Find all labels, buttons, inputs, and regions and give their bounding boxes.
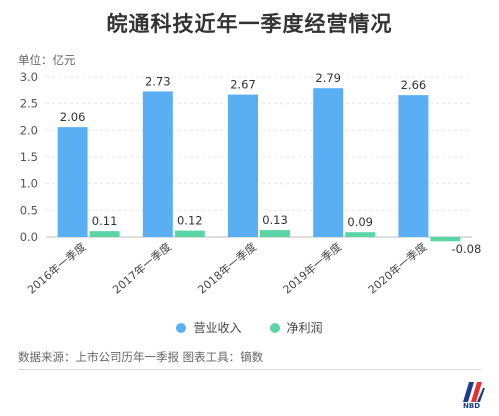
x-axis-labels: 2016年一季度 2017年一季度 2018年一季度 2019年一季度 2020年一季度 <box>24 240 429 297</box>
unit-label: 单位：亿元 <box>18 53 76 67</box>
data-label: 0.12 <box>177 214 203 228</box>
x-tick-label: 2018年一季度 <box>195 240 259 297</box>
data-label: 0.11 <box>92 214 118 228</box>
data-label: 0.09 <box>347 215 373 229</box>
chart-title: 皖通科技近年一季度经营情况 <box>106 12 393 36</box>
legend-label: 营业收入 <box>193 321 242 335</box>
bars <box>57 88 461 242</box>
nbd-logo: NBD <box>457 382 491 412</box>
legend-item-profit: 净利润 <box>269 319 323 336</box>
y-tick-label: 2.5 <box>20 97 38 111</box>
data-label: 0.13 <box>262 213 288 227</box>
bar-profit <box>345 232 376 237</box>
x-tick-label: 2017年一季度 <box>110 240 174 297</box>
y-tick-label: 0.5 <box>20 203 38 217</box>
y-tick-label: 1.0 <box>20 177 38 191</box>
data-label: 2.67 <box>230 78 256 92</box>
bar-revenue <box>57 127 88 237</box>
data-label: 2.79 <box>315 71 341 85</box>
y-tick-label: 2.0 <box>20 123 38 137</box>
legend: 营业收入 净利润 <box>0 319 499 336</box>
bar-revenue <box>142 91 173 238</box>
divider <box>18 369 481 370</box>
legend-dot-icon <box>269 322 280 333</box>
data-label: 2.06 <box>60 110 86 124</box>
source-note: 数据来源：上市公司历年一季报 图表工具：镝数 <box>18 350 264 364</box>
bar-revenue <box>228 94 258 237</box>
x-tick-label: 2020年一季度 <box>365 240 429 297</box>
data-labels: 2.06 0.11 2.73 0.12 2.67 0.13 2.79 0.09 2.66 -0.0… <box>60 71 481 256</box>
bar-profit <box>430 237 461 242</box>
data-label: 2.73 <box>145 74 171 88</box>
bar-revenue <box>398 95 429 237</box>
logo-text: NBD <box>463 402 481 410</box>
bar-profit <box>89 231 120 237</box>
legend-label: 净利润 <box>286 321 323 335</box>
data-label: -0.08 <box>452 242 482 256</box>
bar-profit <box>260 230 290 237</box>
data-label: 2.66 <box>401 78 427 92</box>
bar-chart: 0.00.51.01.52.02.53.0 2.060.112.730.122.… <box>20 70 482 297</box>
y-tick-label: 0.0 <box>20 230 38 244</box>
y-axis: 0.0 0.5 1.0 1.5 2.0 2.5 3.0 <box>20 70 38 244</box>
x-tick-label: 2016年一季度 <box>24 240 88 297</box>
bar-profit <box>174 230 205 237</box>
legend-item-revenue: 营业收入 <box>176 319 242 336</box>
y-tick-label: 3.0 <box>20 70 38 84</box>
bar-revenue <box>313 88 344 237</box>
x-tick-label: 2019年一季度 <box>280 240 344 297</box>
legend-dot-icon <box>176 322 187 333</box>
nbd-logo-icon <box>463 382 485 402</box>
y-tick-label: 1.5 <box>20 150 38 164</box>
